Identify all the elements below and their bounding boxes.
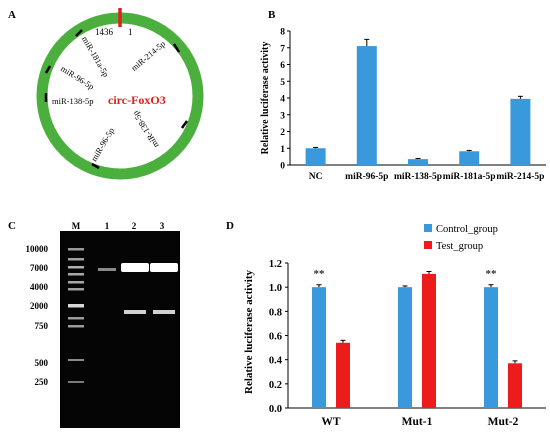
chart-d-bar-test — [422, 273, 436, 408]
chart-d: 0.0 0.2 0.4 0.6 0.8 1.0 1.2 WT Mut-1 Mut-2 ** ** Con… — [269, 224, 546, 428]
chart-d-y-tick-label: 0.2 — [269, 380, 282, 391]
ladder-band — [68, 325, 84, 328]
site-tick-mir-96-upper — [44, 65, 52, 74]
panel-c: C M 1 2 3 10000 7000 4000 2000 750 500 2… — [8, 220, 180, 428]
chart-b-y-tick-label: 0 — [280, 162, 285, 172]
chart-b: 0 1 2 3 4 5 6 7 8 NC miR-96-5p miR-138-5p miR-181a-5… — [280, 28, 546, 182]
chart-d-x-tick-label: Mut-2 — [488, 416, 519, 428]
chart-d-y-tick-label: 0.8 — [269, 307, 282, 318]
marker-size-750: 750 — [35, 321, 49, 331]
panel-b-letter: B — [268, 9, 276, 21]
chart-d-y-tick-label: 0.0 — [269, 404, 282, 415]
chart-b-x-tick-label: NC — [309, 172, 323, 182]
ladder-band — [68, 317, 84, 320]
chart-d-y-label: Relative luciferase activity — [243, 270, 255, 395]
site-label-mir-138-right: miR-138-5p — [130, 109, 161, 150]
site-label-mir-181a: miR-181a-5p — [80, 34, 111, 78]
chart-b-x-tick-label: miR-181a-5p — [443, 172, 496, 182]
chart-b-x-tick-label: miR-214-5p — [496, 172, 544, 182]
chart-d-bar-test — [336, 342, 350, 408]
lane-label-m: M — [72, 221, 81, 231]
ladder-band — [68, 359, 84, 361]
chart-d-bar-control — [398, 287, 412, 408]
chart-b-y-tick-label: 1 — [280, 145, 285, 155]
marker-size-10000: 10000 — [26, 244, 49, 254]
chart-b-x-tick-label: miR-138-5p — [394, 172, 442, 182]
lane-2-band-lower — [124, 310, 146, 314]
panel-d: D Relative luciferase activity 0.0 0.2 0.4… — [226, 220, 546, 428]
site-tick-mir-214 — [172, 43, 181, 53]
marker-size-4000: 4000 — [30, 282, 49, 292]
chart-b-bar — [305, 148, 326, 165]
panel-a: A 1436 1 miR-214-5p miR-181a-5p miR-96-5… — [8, 8, 204, 180]
chart-b-y-tick-label: 7 — [280, 44, 285, 54]
lane-3-band-upper — [150, 263, 178, 272]
lane-2-band-upper — [121, 263, 149, 272]
chart-d-legend-swatch — [424, 241, 432, 249]
ladder-band — [68, 273, 84, 276]
chart-d-y-tick-label: 1.0 — [269, 283, 282, 294]
panel-a-letter: A — [8, 9, 16, 21]
lane-label-2: 2 — [132, 221, 137, 231]
ladder-band — [68, 304, 84, 308]
chart-b-y-tick-label: 6 — [280, 61, 285, 71]
gel-image — [60, 231, 180, 428]
ladder-band — [68, 248, 84, 251]
circrna-name: circ-FoxO3 — [108, 93, 166, 107]
ladder-band — [68, 281, 84, 284]
chart-b-y-tick-label: 5 — [280, 78, 285, 88]
chart-b-bar — [356, 46, 377, 166]
chart-b-x-tick-label: miR-96-5p — [345, 172, 388, 182]
panel-d-letter: D — [226, 220, 234, 232]
position-end: 1436 — [95, 27, 114, 37]
chart-b-y-tick-label: 3 — [280, 111, 285, 121]
chart-d-bar-test — [508, 363, 522, 408]
ladder-band — [68, 258, 84, 261]
site-label-mir-96-upper: miR-96-5p — [59, 63, 96, 91]
chart-d-legend-label: Control_group — [436, 224, 498, 235]
chart-b-bar — [510, 98, 531, 165]
chart-d-bar-control — [484, 287, 498, 408]
lane-label-3: 3 — [160, 221, 165, 231]
chart-b-y-tick-label: 4 — [280, 95, 285, 105]
marker-size-500: 500 — [35, 358, 49, 368]
chart-d-significance-mark: ** — [314, 268, 326, 280]
chart-b-y-tick-label: 8 — [280, 28, 285, 38]
chart-b-bar — [459, 151, 480, 165]
panel-c-letter: C — [8, 220, 16, 232]
chart-d-significance-mark: ** — [486, 268, 498, 280]
marker-size-2000: 2000 — [30, 301, 49, 311]
chart-d-y-tick-label: 0.4 — [269, 356, 283, 367]
ladder-band — [68, 288, 84, 291]
site-tick-mir-181a — [75, 29, 83, 37]
marker-size-250: 250 — [35, 377, 49, 387]
site-label-mir-138-left: miR-138-5p — [52, 96, 94, 106]
lane-label-1: 1 — [105, 221, 110, 231]
lane-1-band — [98, 268, 116, 271]
site-label-mir-96-lower: miR-96-5p — [89, 126, 116, 163]
marker-size-7000: 7000 — [30, 263, 49, 273]
ladder-band — [68, 266, 84, 269]
position-start: 1 — [128, 27, 133, 37]
chart-d-legend-swatch — [424, 224, 432, 232]
lane-3-band-lower — [153, 310, 175, 314]
chart-b-y-label: Relative luciferase activity — [260, 42, 271, 155]
chart-b-y-tick-label: 2 — [280, 128, 285, 138]
site-label-mir-214: miR-214-5p — [129, 39, 167, 73]
chart-d-x-tick-label: WT — [321, 416, 341, 428]
chart-d-legend-label: Test_group — [436, 241, 483, 252]
site-tick-mir-96-lower — [91, 162, 100, 170]
ladder-band — [68, 381, 84, 383]
chart-b-bar — [408, 159, 428, 165]
chart-d-bar-control — [312, 287, 326, 408]
chart-d-x-tick-label: Mut-1 — [402, 416, 433, 428]
chart-d-y-tick-label: 0.6 — [269, 332, 282, 343]
site-tick-mir-138-right — [180, 120, 189, 129]
panel-b: B Relative luciferase activity 0 1 2 3 4 5 6 7 8… — [260, 9, 546, 182]
chart-d-y-tick-label: 1.2 — [269, 259, 282, 270]
